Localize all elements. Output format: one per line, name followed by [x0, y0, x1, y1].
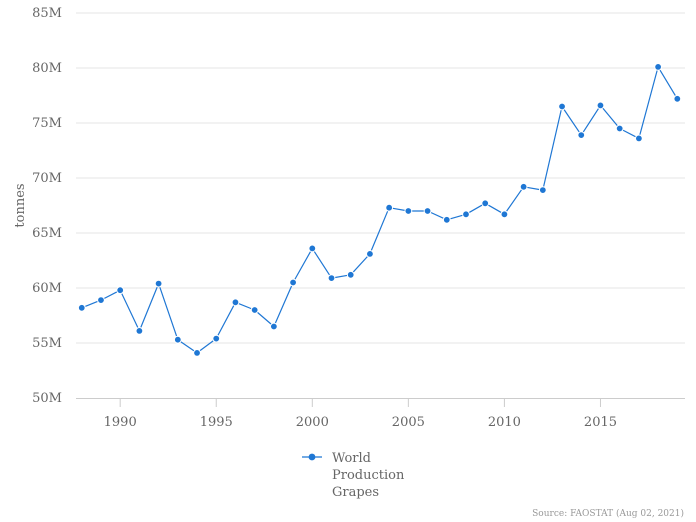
series-line [81, 66, 678, 354]
data-point[interactable] [250, 306, 259, 314]
y-tick-label: 55M [32, 336, 62, 351]
data-point[interactable] [193, 349, 201, 357]
data-point[interactable] [481, 199, 490, 208]
data-point[interactable] [97, 296, 105, 305]
x-tick-label: 2015 [584, 415, 617, 430]
data-point[interactable] [212, 334, 221, 343]
x-tick-label: 2000 [296, 415, 329, 430]
legend-marker [308, 453, 316, 461]
data-point[interactable] [462, 210, 470, 219]
x-tick-label: 1995 [200, 415, 233, 430]
legend-label: World [332, 451, 371, 466]
data-point[interactable] [269, 322, 278, 331]
data-point[interactable] [558, 102, 566, 111]
y-tick-label: 80M [32, 61, 62, 76]
x-tick-label: 1990 [104, 415, 137, 430]
data-point[interactable] [654, 63, 663, 71]
y-tick-label: 50M [32, 391, 62, 406]
gridlines [76, 12, 685, 344]
data-point[interactable] [634, 134, 643, 143]
legend-label: Production [332, 468, 405, 483]
data-point[interactable] [673, 94, 682, 103]
data-point[interactable] [385, 203, 394, 212]
y-tick-label: 70M [32, 171, 62, 186]
data-point[interactable] [442, 215, 451, 224]
data-point[interactable] [116, 286, 125, 295]
data-point[interactable] [423, 207, 432, 215]
x-tick-label: 2005 [392, 415, 425, 430]
data-point[interactable] [173, 335, 182, 344]
x-tick-label: 2010 [488, 415, 521, 430]
data-point[interactable] [519, 182, 528, 191]
data-point[interactable] [327, 274, 336, 283]
data-point[interactable] [615, 124, 624, 133]
y-tick-label: 65M [32, 226, 62, 241]
legend-label: Grapes [332, 485, 379, 500]
data-point[interactable] [231, 298, 240, 307]
x-axis-ticks: 1990 1995 2000 2005 2010 2015 [104, 398, 617, 430]
data-point[interactable] [289, 278, 297, 287]
data-point[interactable] [404, 207, 413, 215]
legend[interactable]: World Production Grapes [302, 451, 405, 500]
data-point[interactable] [154, 279, 163, 288]
y-tick-label: 75M [32, 116, 62, 131]
series-group [77, 63, 682, 357]
y-axis-ticks: 50M 55M 60M 65M 70M 75M 80M 85M [32, 6, 62, 406]
data-point[interactable] [596, 101, 605, 110]
data-point[interactable] [500, 210, 509, 219]
data-point[interactable] [135, 327, 144, 335]
y-tick-label: 85M [32, 6, 62, 21]
y-axis-title: tonnes [13, 183, 28, 227]
data-point[interactable] [366, 250, 374, 258]
data-point[interactable] [77, 303, 86, 312]
data-point[interactable] [346, 270, 355, 279]
y-tick-label: 60M [32, 281, 62, 296]
data-point[interactable] [538, 186, 547, 195]
data-point[interactable] [577, 131, 586, 140]
source-note: Source: FAOSTAT (Aug 02, 2021) [532, 508, 684, 519]
data-point[interactable] [308, 244, 317, 253]
